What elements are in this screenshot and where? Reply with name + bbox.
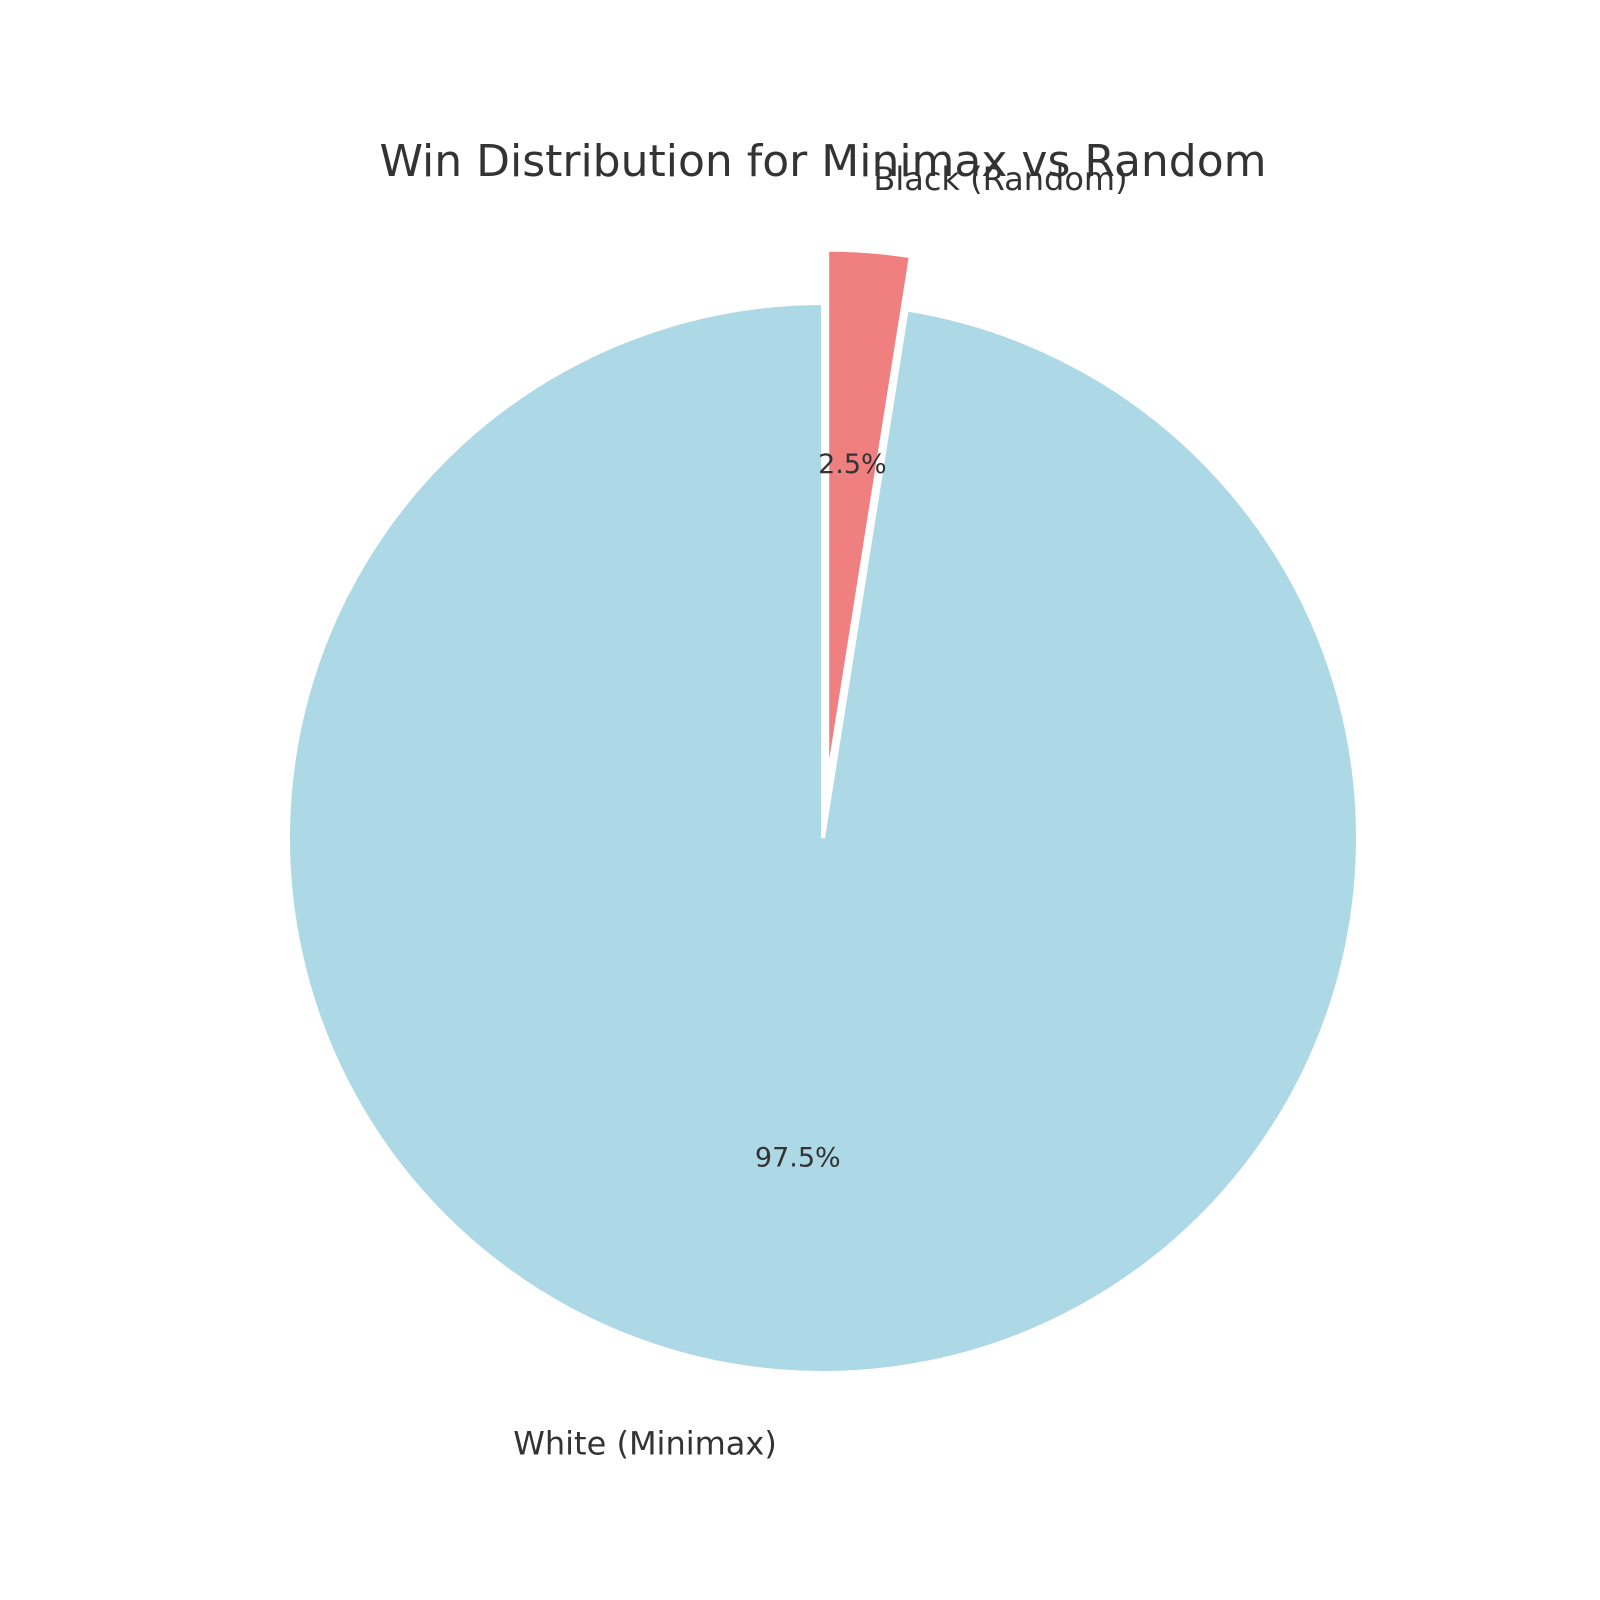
pie-slices — [286, 247, 1360, 1375]
pie-labels: Black (Random) 2.5% White (Minimax) 97.5% — [513, 160, 1127, 1463]
pie-slice-white-minimax — [286, 300, 1360, 1375]
slice-label-white-minimax: White (Minimax) — [513, 1425, 777, 1463]
slice-percent-white-minimax: 97.5% — [755, 1143, 841, 1174]
slice-percent-black-random: 2.5% — [818, 449, 887, 480]
slice-label-black-random: Black (Random) — [873, 160, 1127, 198]
chart-title: Win Distribution for Minimax vs Random — [379, 136, 1266, 187]
pie-slice-black-random — [825, 247, 914, 785]
